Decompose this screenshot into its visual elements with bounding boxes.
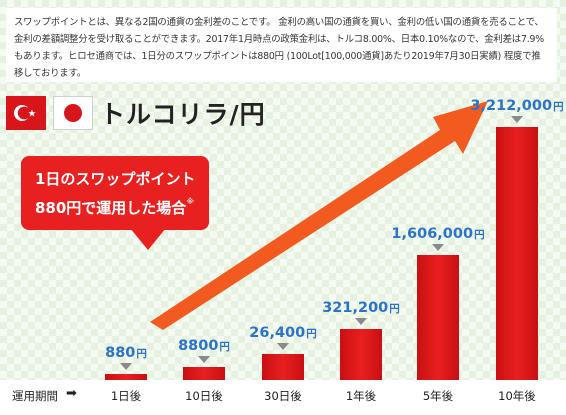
bar-30日後 — [262, 354, 304, 380]
value-label: 321,200円 — [322, 300, 400, 316]
value-label-number: 8800 — [178, 338, 218, 354]
value-label-unit: 円 — [136, 348, 147, 360]
bar-5年後 — [417, 255, 459, 380]
x-tick-label: 10日後 — [185, 389, 223, 403]
value-marker-icon — [120, 363, 132, 370]
value-label-number: 321,200 — [322, 300, 388, 316]
callout-tail — [130, 228, 166, 250]
value-marker-icon — [355, 318, 367, 325]
value-label-number: 3,212,000 — [470, 98, 552, 114]
value-label-unit: 円 — [219, 341, 230, 353]
value-label: 26,400円 — [249, 325, 316, 341]
value-label: 1,606,000円 — [391, 226, 484, 242]
value-label: 3,212,000円 — [470, 98, 563, 114]
value-label-number: 26,400 — [249, 325, 305, 341]
description-text: スワップポイントとは、異なる2国の通貨の金利差のことです。 金利の高い国の通貨を… — [14, 17, 544, 79]
value-label-number: 1,606,000 — [391, 226, 473, 242]
value-marker-icon — [198, 356, 210, 363]
value-label: 880円 — [105, 345, 147, 361]
bar-10年後 — [496, 127, 538, 380]
value-marker-icon — [511, 116, 523, 123]
value-label-unit: 円 — [306, 328, 317, 340]
bar-1日後 — [105, 374, 147, 380]
callout-bubble: 1日のスワップポイント 880円で運用した場合※ — [21, 156, 209, 230]
currency-pair-title: トルコリラ/円 — [100, 100, 266, 129]
callout-footnote-mark: ※ — [186, 197, 195, 206]
x-tick-label: 1年後 — [345, 389, 377, 403]
right-arrow-icon: ➡ — [66, 386, 77, 401]
value-label-unit: 円 — [474, 229, 485, 241]
callout-line-1: 1日のスワップポイント — [35, 170, 196, 188]
x-tick-label: 5年後 — [422, 389, 454, 403]
growth-arrow — [150, 101, 488, 330]
value-label: 8800円 — [178, 338, 230, 354]
callout-line-2: 880円で運用した場合※ — [35, 197, 195, 217]
x-tick-label: 1日後 — [110, 389, 142, 403]
period-axis-label: 運用期間 — [12, 389, 58, 403]
japan-flag-icon — [53, 96, 93, 130]
value-marker-icon — [432, 244, 444, 251]
value-label-unit: 円 — [389, 303, 400, 315]
description-box: スワップポイントとは、異なる2国の通貨の金利差のことです。 金利の高い国の通貨を… — [6, 8, 557, 82]
period-axis: 運用期間 ➡ 1日後 10日後 30日後 1年後 5年後 10年後 — [0, 380, 566, 415]
x-tick-label: 10年後 — [498, 389, 536, 403]
value-label-number: 880 — [105, 345, 135, 361]
bar-1年後 — [340, 329, 382, 380]
x-tick-label: 30日後 — [264, 389, 302, 403]
value-marker-icon — [277, 343, 289, 350]
turkey-flag-icon — [6, 96, 46, 130]
value-label-unit: 円 — [553, 101, 564, 113]
bar-10日後 — [183, 367, 225, 380]
